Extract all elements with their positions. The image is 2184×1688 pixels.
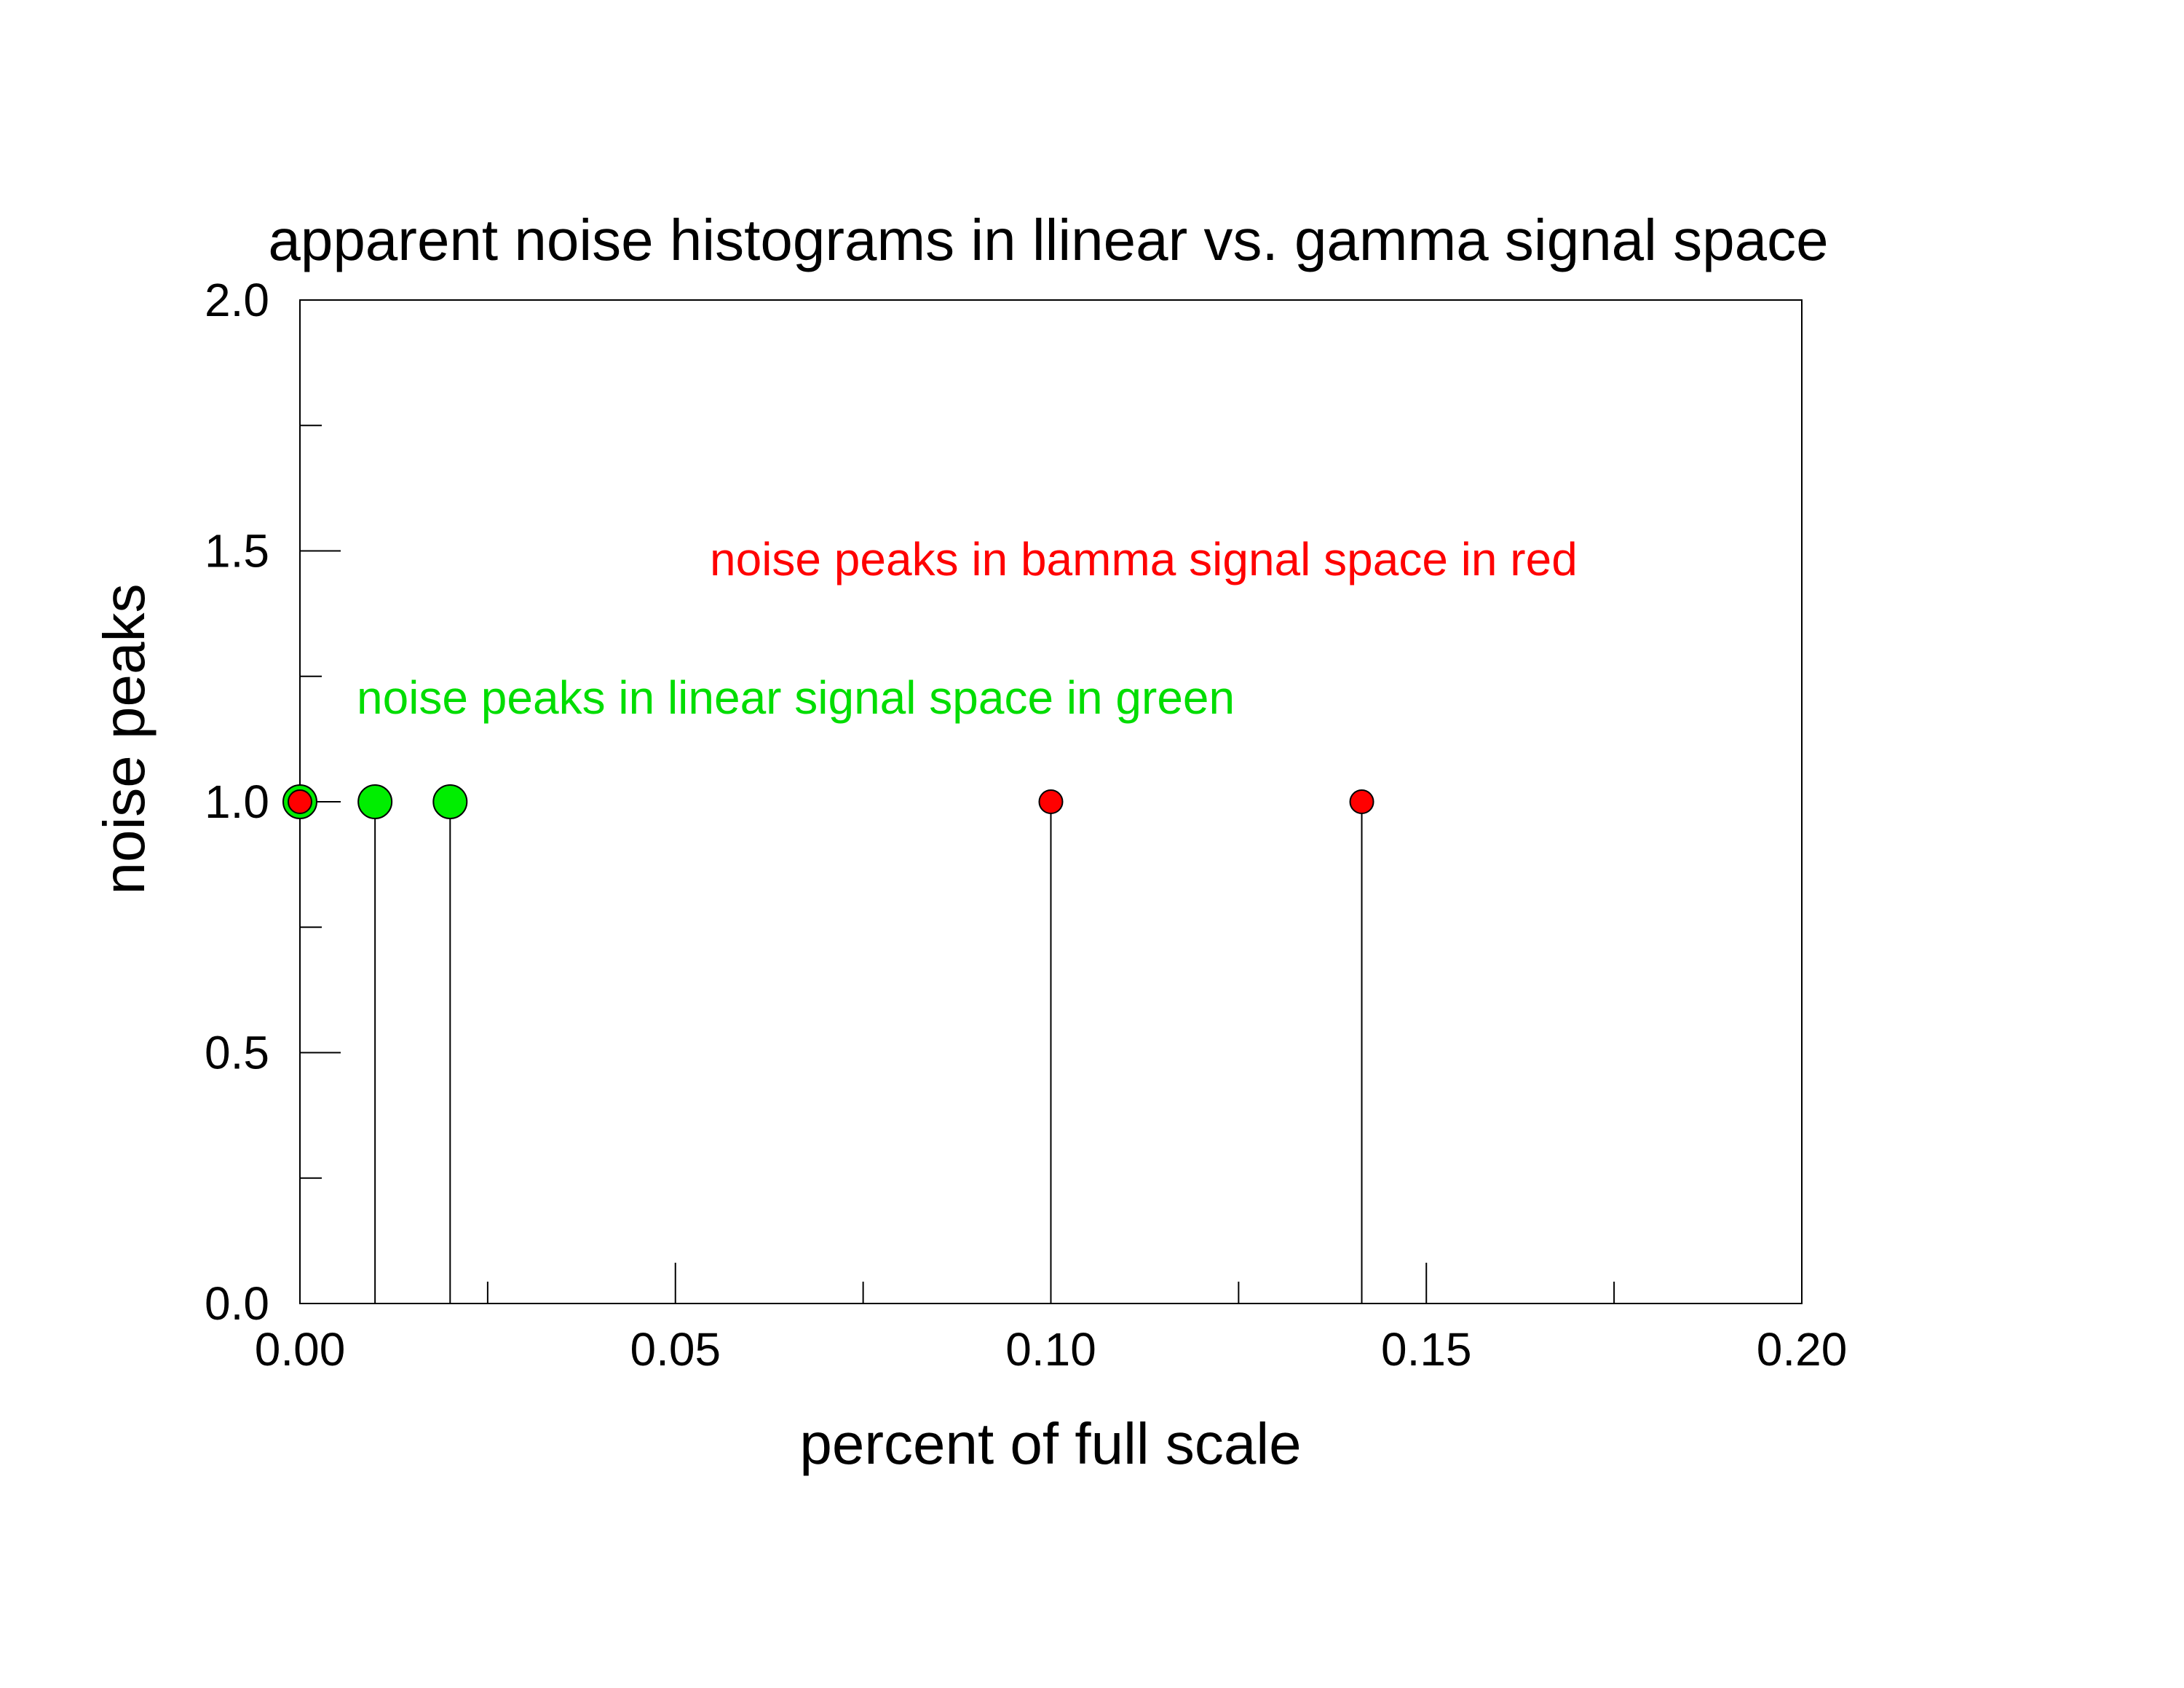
green-point <box>432 784 468 819</box>
red-point <box>1349 789 1374 814</box>
y-tick-label: 1.5 <box>205 525 269 577</box>
x-tick-label: 0.15 <box>1381 1323 1472 1376</box>
annotation-green: noise peaks in linear signal space in gr… <box>357 671 1235 724</box>
chart-title: apparent noise histograms in llinear vs.… <box>268 208 1828 272</box>
y-tick-label: 0.5 <box>205 1027 269 1079</box>
x-tick-label: 0.05 <box>630 1323 721 1376</box>
x-tick-label: 0.10 <box>1005 1323 1096 1376</box>
x-tick-label: 0.20 <box>1757 1323 1848 1376</box>
red-point <box>1038 789 1064 814</box>
axis-ticks: 0.00 0.05 0.10 0.15 0.20 0.0 0.5 1.0 1.5 2.0 <box>205 274 1847 1376</box>
annotation-red: noise peaks in bamma signal space in red <box>710 533 1578 585</box>
data-marks <box>282 784 1374 1304</box>
y-axis-label: noise peaks <box>92 584 157 895</box>
x-tick-label: 0.00 <box>255 1323 346 1376</box>
y-tick-label: 2.0 <box>205 274 269 326</box>
red-point <box>288 789 312 814</box>
y-tick-label: 1.0 <box>205 776 269 828</box>
green-point <box>357 784 393 819</box>
x-axis-label: percent of full scale <box>799 1411 1301 1476</box>
y-tick-label: 0.0 <box>205 1277 269 1330</box>
